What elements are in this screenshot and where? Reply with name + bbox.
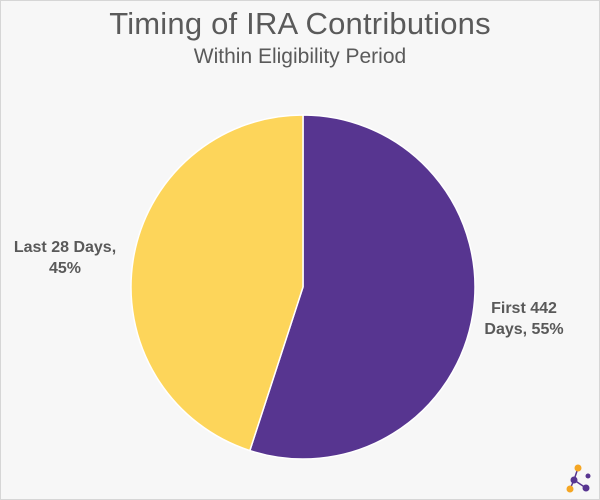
chart-title: Timing of IRA Contributions — [109, 6, 491, 41]
slice-label-first-442-days: First 442 Days, 55% — [478, 298, 570, 340]
network-nodes-icon — [566, 464, 591, 493]
pie-slice-last-28-days — [130, 114, 304, 452]
slice-label-line: Last 28 Days, — [13, 239, 117, 256]
slice-label-line: Days, 55% — [484, 321, 564, 338]
pie-slice-first-442-days — [248, 114, 476, 460]
slice-label-last-28-days: Last 28 Days, 45% — [6, 237, 124, 279]
chart-subtitle: Within Eligibility Period — [193, 45, 407, 68]
slice-label-line: First 442 — [491, 300, 557, 317]
slice-label-line: 45% — [48, 260, 82, 277]
